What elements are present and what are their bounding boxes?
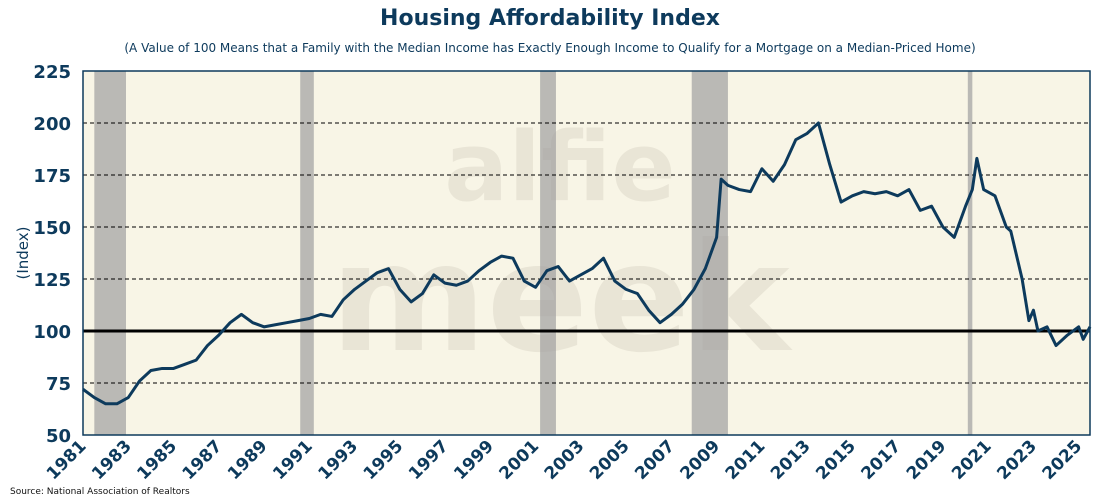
y-tick-label: 200 (33, 114, 71, 135)
x-tick-label: 2019 (903, 436, 951, 484)
x-tick-label: 2011 (722, 436, 770, 484)
x-tick-label: 2007 (631, 436, 679, 484)
chart-title: Housing Affordability Index (380, 6, 720, 31)
recession-band (540, 71, 556, 435)
x-tick-label: 1991 (269, 436, 317, 484)
x-tick-label: 2001 (496, 436, 544, 484)
x-tick-label: 1999 (450, 436, 498, 484)
source-note: Source: National Association of Realtors (10, 487, 190, 497)
x-tick-label: 2015 (812, 436, 860, 484)
chart-subtitle: (A Value of 100 Means that a Family with… (124, 41, 976, 55)
recession-band (967, 71, 973, 435)
y-tick-label: 150 (33, 218, 71, 239)
y-tick-label: 75 (46, 374, 71, 395)
x-tick-label: 1993 (314, 436, 362, 484)
x-tick-label: 2009 (677, 436, 725, 484)
series-line (82, 121, 1092, 406)
y-axis-label: (Index) (14, 227, 32, 280)
x-tick-label: 1987 (179, 436, 227, 484)
x-tick-label: 2025 (1039, 436, 1087, 484)
watermark-alfie: alfie (444, 113, 676, 223)
y-tick-label: 225 (33, 62, 71, 83)
recession-band (300, 71, 314, 435)
x-tick-label: 1995 (360, 436, 408, 484)
y-tick-label: 175 (33, 166, 71, 187)
plot-border (82, 70, 1091, 436)
x-tick-label: 2023 (993, 436, 1041, 484)
x-tick-label: 2013 (767, 436, 815, 484)
y-tick-label: 50 (46, 426, 71, 447)
x-tick-label: 2021 (948, 436, 996, 484)
x-tick-label: 1989 (224, 436, 272, 484)
x-tick-label: 2003 (541, 436, 589, 484)
y-tick-label: 100 (33, 322, 71, 343)
x-tick-label: 1983 (88, 436, 136, 484)
y-tick-label: 125 (33, 270, 71, 291)
plot-background (83, 71, 1090, 435)
x-tick-label: 1997 (405, 436, 453, 484)
x-tick-label: 2005 (586, 436, 634, 484)
x-tick-label: 1985 (133, 436, 181, 484)
recession-band (94, 71, 126, 435)
x-tick-label: 2017 (858, 436, 906, 484)
